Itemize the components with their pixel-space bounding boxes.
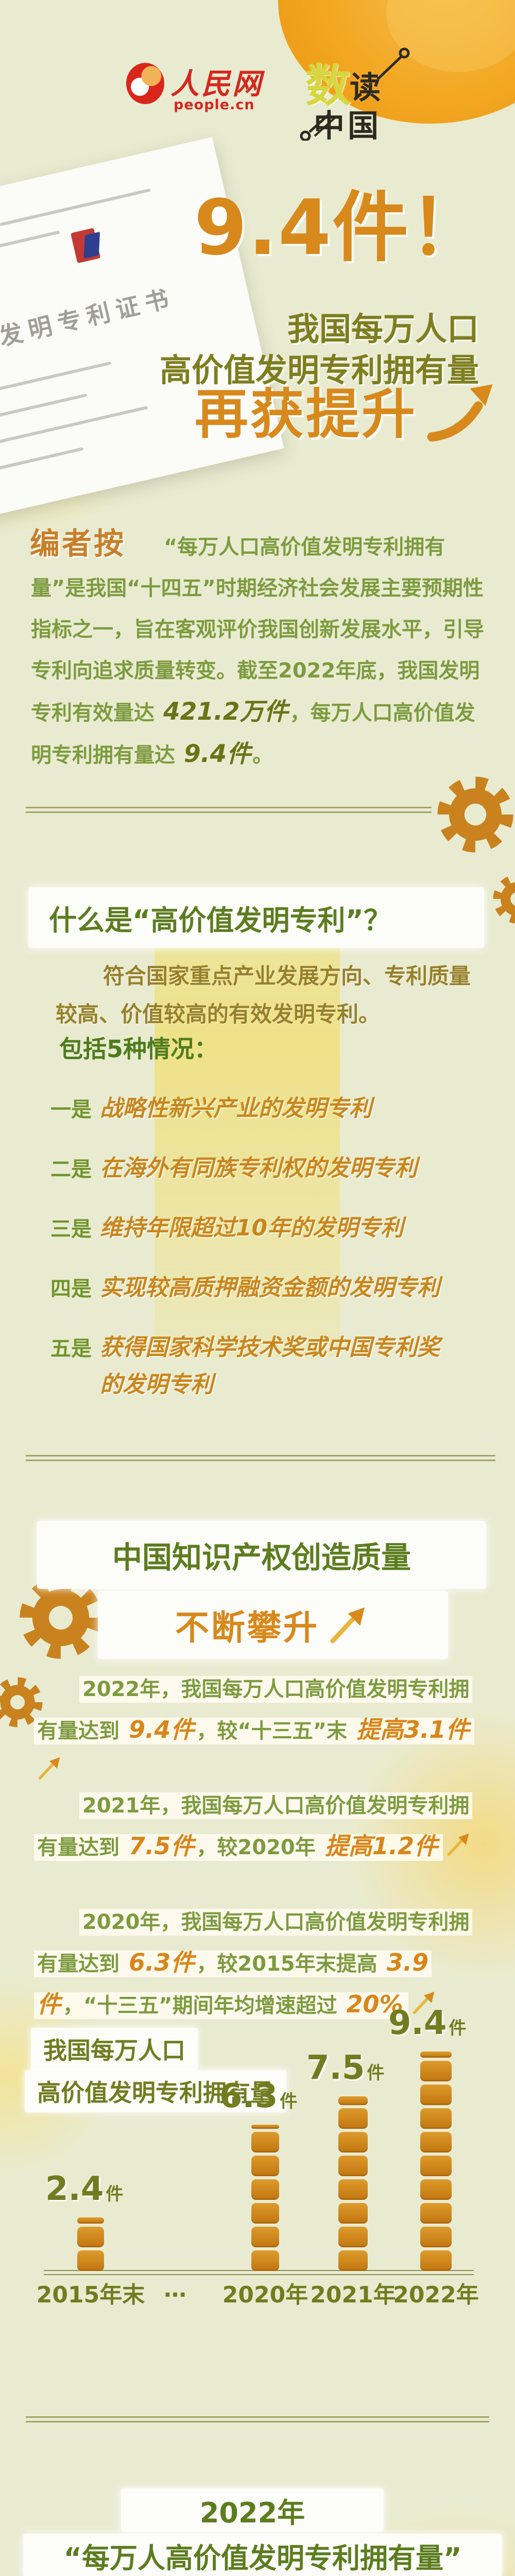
- section-rise-title1: 中国知识产权创造质量: [112, 1540, 411, 1575]
- certificate-text-line: [0, 405, 148, 445]
- chart-gap-dots: …: [157, 2004, 193, 2313]
- stat-paragraph-2020: 2020年，我国每万人口高价值发明专利拥有量达到 6.3件 ，较2015年末提高 …: [34, 1902, 484, 2026]
- people-cn-swoosh-icon: [126, 63, 164, 104]
- chart-bar-2021: 7.5 件 2021年: [306, 2004, 396, 2313]
- hero-line2: 高价值发明专利拥有量: [159, 351, 479, 389]
- bar-value-label: 7.5 件: [306, 2049, 385, 2087]
- section-rise-title2: 不断攀升: [175, 1608, 319, 1648]
- list-item: 五是 获得国家科学技术奖或中国专利奖的发明专利: [50, 1329, 494, 1403]
- bar-value-label: 2.4 件: [45, 2170, 124, 2208]
- section-rise-title-band: 中国知识产权创造质量: [37, 1521, 486, 1589]
- hero-number: 9.4件！: [194, 183, 487, 272]
- bar-category-label: 2015年末: [36, 2282, 145, 2308]
- list-item: 四是 实现较高质押融资金额的发明专利: [50, 1269, 494, 1307]
- yellow-ribbon-decoration: [154, 905, 340, 1358]
- list-item-number: 三是: [50, 1217, 92, 1241]
- includes-label: 包括5种情况：: [59, 1035, 218, 1063]
- chart-legend-line1: 我国每万人口: [31, 2028, 198, 2070]
- section-divider: [26, 807, 432, 813]
- stat-paragraph-2022: 2022年，我国每万人口高价值发明专利拥有量达到 9.4件 ，较“十三五”末 提高…: [34, 1669, 484, 1791]
- chart-bar-2020: 6.3 件 2020年: [219, 2004, 308, 2313]
- list-item-text: 战略性新兴产业的发明专利: [100, 1095, 372, 1122]
- gear-icon: [20, 1577, 102, 1659]
- list-item-text: 获得国家科学技术奖或中国专利奖的发明专利: [100, 1334, 440, 1398]
- pin-arrow-icon: [300, 47, 410, 141]
- pen-arrow-icon: [413, 1991, 435, 2014]
- rise-arrow-icon: [427, 384, 493, 442]
- bar-category-label: 2022年: [393, 2282, 479, 2308]
- bar-value-label: 6.3 件: [219, 2077, 298, 2115]
- pen-arrow-icon: [38, 1757, 60, 1780]
- chart-bar-2015: 2.4 件 2015年末: [37, 2004, 145, 2313]
- pen-arrow-icon: [330, 1607, 365, 1643]
- list-item-number: 五是: [50, 1337, 92, 1361]
- pen-arrow-icon: [447, 1833, 469, 1856]
- bar-stack: [420, 2048, 452, 2271]
- stat-paragraph-2021: 2021年，我国每万人口高价值发明专利拥有量达到 7.5件 ，较2020年 提高1…: [34, 1786, 484, 1868]
- gear-icon: [0, 1677, 43, 1727]
- chart-legend-line2: 高价值发明专利拥有量: [25, 2070, 286, 2112]
- chart-bar-2022: 9.4 件 2022年: [388, 2004, 479, 2313]
- section-what-title: 什么是“高价值发明专利”？: [49, 904, 391, 937]
- features-heading-band1: 2022年: [121, 2488, 384, 2532]
- people-cn-logo-domain: people.cn: [174, 97, 255, 113]
- stat-text: 2021年，我国每万人口高价值发明专利拥有量达到 7.5件 ，较2020年 提高1…: [34, 1792, 473, 1861]
- stat-text: 2022年，我国每万人口高价值发明专利拥有量达到 9.4件 ，较“十三五”末 提高…: [34, 1676, 475, 1744]
- features-heading-line1: 2022年: [199, 2496, 305, 2529]
- features-heading-line2: “每万人高价值发明专利拥有量”: [63, 2541, 462, 2574]
- bar-chart: 我国每万人口 高价值发明专利拥有量 2.4 件 2015年末 … 6.3 件 202…: [0, 2004, 515, 2313]
- list-item-number: 二是: [50, 1158, 92, 1181]
- certificate-text-line: [0, 361, 112, 395]
- patent-type-list: 一是 战略性新兴产业的发明专利 二是 在海外有同族专利权的发明专利 三是 维持年…: [50, 1090, 494, 1426]
- section-title-band: 什么是“高价值发明专利”？: [28, 887, 484, 948]
- certificate-text-line: [0, 188, 151, 226]
- bar-stack: [251, 2122, 279, 2271]
- list-item-number: 四是: [50, 1277, 92, 1301]
- bar-category-label: 2020年: [222, 2282, 308, 2308]
- certificate-text-line: [0, 447, 84, 470]
- section-divider: [26, 1455, 495, 1461]
- list-item: 三是 维持年限超过10年的发明专利: [50, 1210, 494, 1247]
- features-heading-band2: “每万人高价值发明专利拥有量”: [23, 2534, 502, 2576]
- bar-category-label: …: [164, 2276, 186, 2302]
- certificate-emblem-icon: [71, 228, 101, 264]
- stat-text: 2020年，我国每万人口高价值发明专利拥有量达到 6.3件 ，较2015年末提高 …: [34, 1909, 473, 2019]
- logo-char-shu: 数: [305, 59, 351, 112]
- bar-category-label: 2021年: [310, 2282, 396, 2308]
- certificate-title: 发明专利证书: [0, 283, 178, 351]
- list-item-text: 实现较高质押融资金额的发明专利: [100, 1275, 440, 1301]
- certificate-text-line: [0, 393, 88, 420]
- section-rise-title-band2: 不断攀升: [98, 1591, 448, 1659]
- list-item: 一是 战略性新兴产业的发明专利: [50, 1090, 494, 1127]
- people-cn-logo-name: 人民网: [170, 67, 263, 101]
- section-what-description: 符合国家重点产业发展方向、专利质量较高、价值较高的有效发明专利。: [56, 963, 471, 1027]
- bar-stack: [338, 2093, 368, 2271]
- hero-line3: 再获提升: [195, 383, 418, 446]
- section-divider: [26, 2416, 489, 2422]
- list-item-text: 维持年限超过10年的发明专利: [100, 1215, 404, 1241]
- list-item-text: 在海外有同族专利权的发明专利: [100, 1155, 417, 1181]
- hero-line1: 我国每万人口: [287, 310, 479, 348]
- logo-char-du: 读: [350, 70, 381, 106]
- certificate-text-line: [0, 230, 60, 249]
- editor-note-paragraph: “每万人口高价值发明专利拥有量”是我国“十四五”时期经济社会发展主要预期性指标之…: [31, 535, 484, 768]
- gear-icon: [437, 776, 513, 853]
- list-item-number: 一是: [50, 1098, 92, 1122]
- list-item: 二是 在海外有同族专利权的发明专利: [50, 1150, 494, 1187]
- bar-stack: [77, 2214, 104, 2271]
- shudu-zhongguo-logo: 数 读 中国: [296, 45, 420, 144]
- gear-icon: [493, 874, 515, 924]
- bar-value-label: 9.4 件: [388, 2004, 467, 2042]
- editor-note-label: 编者按: [30, 526, 126, 561]
